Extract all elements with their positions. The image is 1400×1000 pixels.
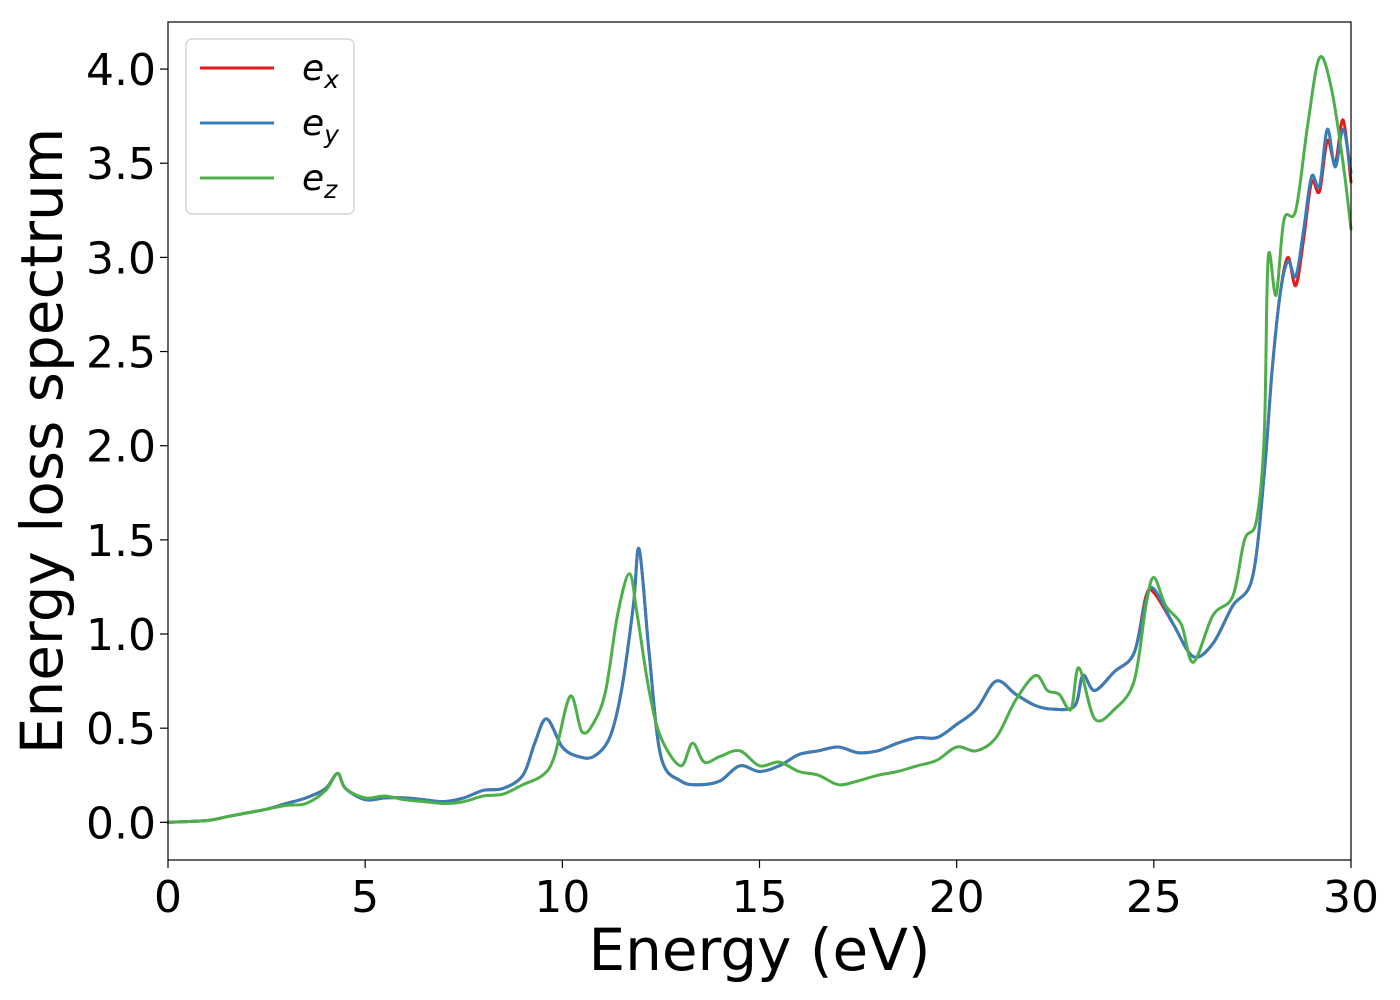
x-tick-label: 5 <box>351 872 379 923</box>
y-tick-label: 0.0 <box>86 798 156 849</box>
series-line-ey <box>166 127 1353 824</box>
plot-area <box>168 22 1351 860</box>
x-tick-label: 25 <box>1126 872 1182 923</box>
legend-label-ex: ex <box>302 48 339 94</box>
x-axis-title: Energy (eV) <box>588 916 930 984</box>
x-tick-label: 15 <box>732 872 788 923</box>
y-tick-label: 2.0 <box>86 422 156 473</box>
x-tick-label: 10 <box>534 872 590 923</box>
y-axis: 0.0 0.5 1.0 1.5 2.0 2.5 3.0 3.5 4.0 <box>86 45 168 849</box>
x-tick-label: 20 <box>929 872 985 923</box>
y-tick-label: 2.5 <box>86 328 156 379</box>
x-tick-label: 30 <box>1323 872 1379 923</box>
legend-label-ey: ey <box>302 103 340 149</box>
legend: ex ey ez <box>185 38 355 215</box>
legend-box <box>185 38 355 215</box>
series-line-ez <box>166 55 1353 824</box>
y-tick-label: 3.0 <box>86 233 156 284</box>
legend-label-ez: ez <box>302 158 338 204</box>
y-tick-label: 3.5 <box>86 139 156 190</box>
y-tick-label: 0.5 <box>86 704 156 755</box>
x-axis: 0 5 10 15 20 25 30 <box>154 860 1379 923</box>
y-tick-label: 1.5 <box>86 516 156 567</box>
x-tick-label: 0 <box>154 872 182 923</box>
series-layer <box>166 55 1353 824</box>
y-tick-label: 4.0 <box>86 45 156 96</box>
y-tick-label: 1.0 <box>86 610 156 661</box>
y-axis-title: Energy loss spectrum <box>8 128 76 754</box>
